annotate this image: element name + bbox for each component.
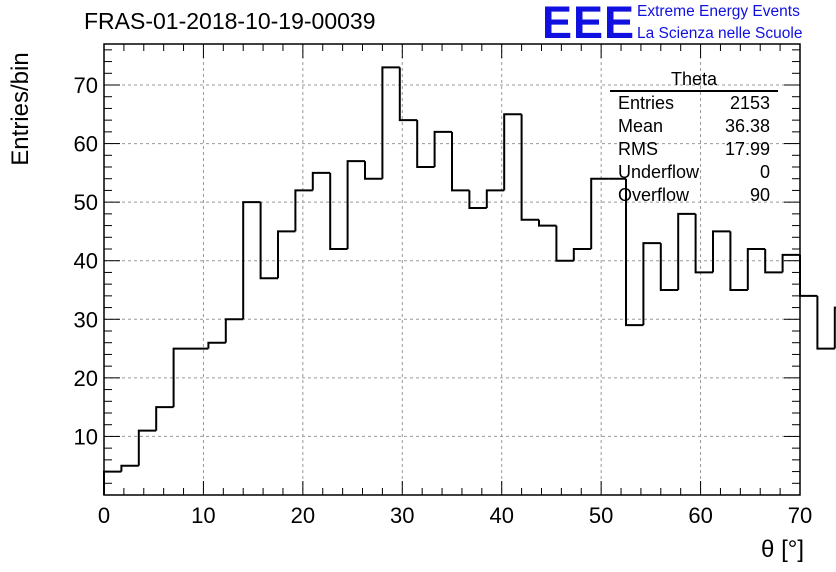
- histogram-bin: [555, 225, 574, 262]
- x-tick-label: 40: [489, 503, 513, 528]
- histogram-bin: [207, 341, 226, 349]
- histogram-bin: [712, 230, 731, 273]
- histogram-bin: [659, 243, 679, 291]
- histogram-bin: [137, 429, 157, 466]
- histogram-bin: [381, 66, 400, 179]
- stats-label: RMS: [618, 139, 658, 159]
- histogram-bin: [625, 178, 644, 327]
- histogram-bin: [364, 161, 383, 180]
- stats-value: 0: [759, 162, 770, 182]
- eee-logo-line2: La Scienza nelle Scuole: [637, 25, 803, 42]
- histogram-bin: [729, 231, 748, 291]
- stats-row-mean: Mean 36.38: [610, 115, 778, 138]
- stats-value: 90: [749, 185, 770, 205]
- histogram-bin: [816, 295, 835, 350]
- stats-value: 2153: [729, 93, 770, 113]
- eee-logo: EEE: [542, 0, 636, 48]
- y-tick-label: 40: [74, 249, 98, 274]
- histogram-bin: [485, 189, 505, 208]
- histogram-bin: [468, 190, 487, 209]
- histogram-bin: [155, 406, 174, 431]
- stats-label: Overflow: [618, 185, 690, 205]
- x-tick-label: 30: [390, 503, 414, 528]
- stats-title: Theta: [610, 68, 778, 92]
- y-tick-label: 20: [74, 366, 98, 391]
- y-axis-label: Entries/bin: [7, 52, 34, 166]
- histogram-bin: [172, 347, 191, 408]
- histogram-bin: [520, 114, 539, 221]
- x-tick-label: 50: [589, 503, 613, 528]
- histogram-bin: [346, 160, 365, 249]
- stats-label: Underflow: [618, 162, 700, 182]
- histogram-bin: [799, 254, 818, 297]
- histogram-bin: [277, 230, 296, 279]
- histogram-bin: [398, 67, 418, 122]
- chart-title: FRAS-01-2018-10-19-00039: [84, 8, 376, 34]
- histogram-bin: [451, 131, 470, 192]
- stats-row-underflow: Underflow 0: [610, 161, 778, 184]
- y-tick-label: 30: [74, 307, 98, 332]
- stats-row-entries: Entries 2153: [610, 92, 778, 115]
- stats-label: Mean: [618, 116, 664, 136]
- stats-label: Entries: [618, 93, 675, 113]
- y-tick-label: 70: [74, 73, 98, 98]
- histogram-bin: [503, 113, 522, 191]
- histogram-bin: [224, 318, 244, 343]
- stats-row-rms: RMS 17.99: [610, 138, 778, 161]
- histogram-bin: [416, 120, 435, 168]
- y-tick-label: 50: [74, 190, 98, 215]
- x-tick-label: 10: [191, 503, 215, 528]
- y-tick-label: 60: [74, 132, 98, 157]
- histogram-bin: [642, 242, 661, 326]
- x-tick-label: 60: [688, 503, 712, 528]
- stats-value: 17.99: [724, 139, 770, 159]
- x-axis-label: θ [°]: [761, 536, 804, 563]
- stats-box: Theta Entries 2153 Mean 36.38 RMS 17.99 …: [610, 68, 778, 207]
- histogram-bin: [329, 172, 348, 250]
- x-tick-label: 0: [98, 503, 110, 528]
- histogram-bin: [590, 177, 609, 249]
- histogram-bin: [764, 249, 783, 274]
- x-tick-label: 20: [291, 503, 315, 528]
- histogram-bin: [833, 306, 836, 349]
- x-tick-label: 70: [788, 503, 812, 528]
- histogram-bin: [781, 253, 800, 273]
- histogram-bin: [242, 201, 261, 320]
- eee-logo-line1: Extreme Energy Events: [637, 3, 800, 20]
- histogram-bin: [433, 130, 452, 167]
- plot-frame: [103, 43, 801, 496]
- stats-row-overflow: Overflow 90: [610, 184, 778, 207]
- stats-value: 36.38: [724, 116, 770, 136]
- histogram-bin: [294, 189, 313, 232]
- histogram-bin: [538, 219, 557, 227]
- histogram-bin: [572, 248, 592, 261]
- histogram-bin: [259, 202, 278, 280]
- histogram-bin: [311, 171, 331, 191]
- histogram-bin: [694, 213, 713, 274]
- histogram-bin: [746, 248, 766, 290]
- histogram-bin: [120, 464, 139, 472]
- y-tick-label: 10: [74, 424, 98, 449]
- histogram-bin: [677, 212, 696, 290]
